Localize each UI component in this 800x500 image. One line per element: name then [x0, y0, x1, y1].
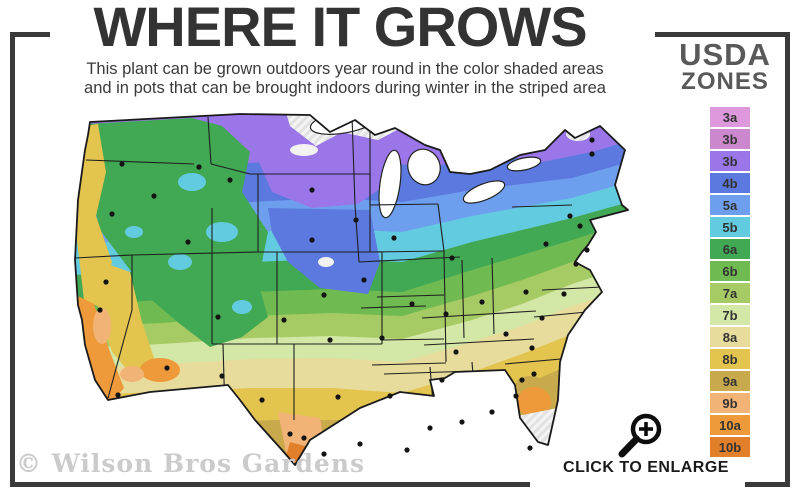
zone-swatch-2: 3b	[710, 151, 750, 171]
zone-swatch-5: 5b	[710, 217, 750, 237]
magnifier-plus-icon[interactable]	[612, 410, 672, 462]
frame-border-left	[10, 32, 15, 487]
zone-swatch-9: 7b	[710, 305, 750, 325]
zone-swatch-12: 9a	[710, 371, 750, 391]
frame-border-right	[785, 32, 790, 487]
zone-swatch-0: 3a	[710, 107, 750, 127]
zone-swatch-7: 6b	[710, 261, 750, 281]
watermark: © Wilson Bros Gardens	[16, 449, 366, 478]
subtitle-line-1: This plant can be grown outdoors year ro…	[86, 60, 604, 78]
page-title: WHERE IT GROWS	[93, 0, 587, 58]
frame-border-top-left	[10, 32, 50, 37]
frame-border-top-right	[655, 32, 790, 37]
subtitle-line-2: and in pots that can be brought indoors …	[84, 79, 606, 97]
legend-title-usda: USDA	[679, 37, 771, 72]
legend-title-zones: ZONES	[681, 68, 769, 95]
zone-swatch-6: 6a	[710, 239, 750, 259]
zone-swatch-8: 7a	[710, 283, 750, 303]
usda-zone-map-svg	[74, 113, 629, 466]
frame-border-bottom-left	[10, 482, 530, 487]
zone-legend: 3a 3b 3b 4b 5a 5b 6a 6b 7a 7b 8a 8b 9a 9b 10a 10b	[710, 107, 750, 459]
zone-swatch-15: 10b	[710, 437, 750, 457]
frame-border-bottom-right	[745, 482, 790, 487]
zone-swatch-4: 5a	[710, 195, 750, 215]
usda-zone-map[interactable]	[72, 112, 668, 470]
zone-swatch-14: 10a	[710, 415, 750, 435]
zone-swatch-1: 3b	[710, 129, 750, 149]
zone-swatch-11: 8b	[710, 349, 750, 369]
zone-swatch-10: 8a	[710, 327, 750, 347]
zone-swatch-13: 9b	[710, 393, 750, 413]
subtitle: This plant can be grown outdoors year ro…	[40, 60, 650, 98]
legend-title: USDA ZONES	[660, 37, 790, 95]
zone-swatch-3: 4b	[710, 173, 750, 193]
click-to-enlarge-button[interactable]: CLICK TO ENLARGE	[563, 459, 729, 476]
